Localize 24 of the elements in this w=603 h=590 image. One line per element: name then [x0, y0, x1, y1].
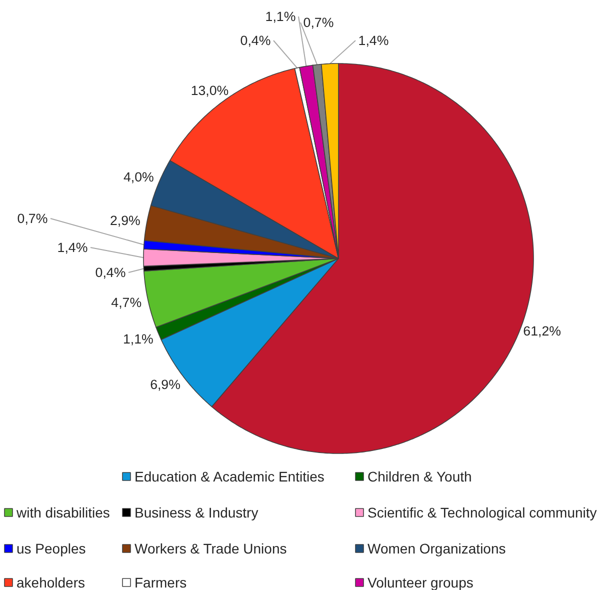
legend-label: us Peoples — [16, 540, 86, 556]
legend-label: Farmers — [134, 574, 187, 590]
legend-label: Business & Industry — [134, 504, 258, 520]
data-label: 0,4% — [240, 33, 271, 48]
legend-label: with disabilities — [16, 504, 110, 520]
data-label: 6,9% — [150, 376, 181, 392]
data-label: 2,9% — [110, 212, 140, 228]
legend-label: Workers & Trade Unions — [134, 540, 287, 556]
data-label: 61,2% — [523, 323, 562, 338]
legend-label: akeholders — [16, 574, 85, 590]
data-label: 4,0% — [124, 169, 154, 184]
legend-label: Women Organizations — [368, 540, 506, 556]
data-label: 1,1% — [122, 331, 154, 346]
data-label: 1,4% — [57, 240, 88, 255]
data-label: 0,7% — [303, 15, 334, 30]
legend-label: Education & Academic Entities — [134, 468, 324, 484]
data-label: 13,0% — [190, 82, 229, 98]
data-label: 0,7% — [17, 211, 48, 226]
legend-label: Scientific & Technological community — [368, 504, 597, 520]
data-label: 4,7% — [111, 295, 142, 310]
data-label: 1,4% — [358, 33, 389, 48]
data-label: 0,4% — [95, 265, 126, 280]
data-label: 1,1% — [265, 9, 296, 24]
legend-label: Children & Youth — [368, 468, 472, 484]
